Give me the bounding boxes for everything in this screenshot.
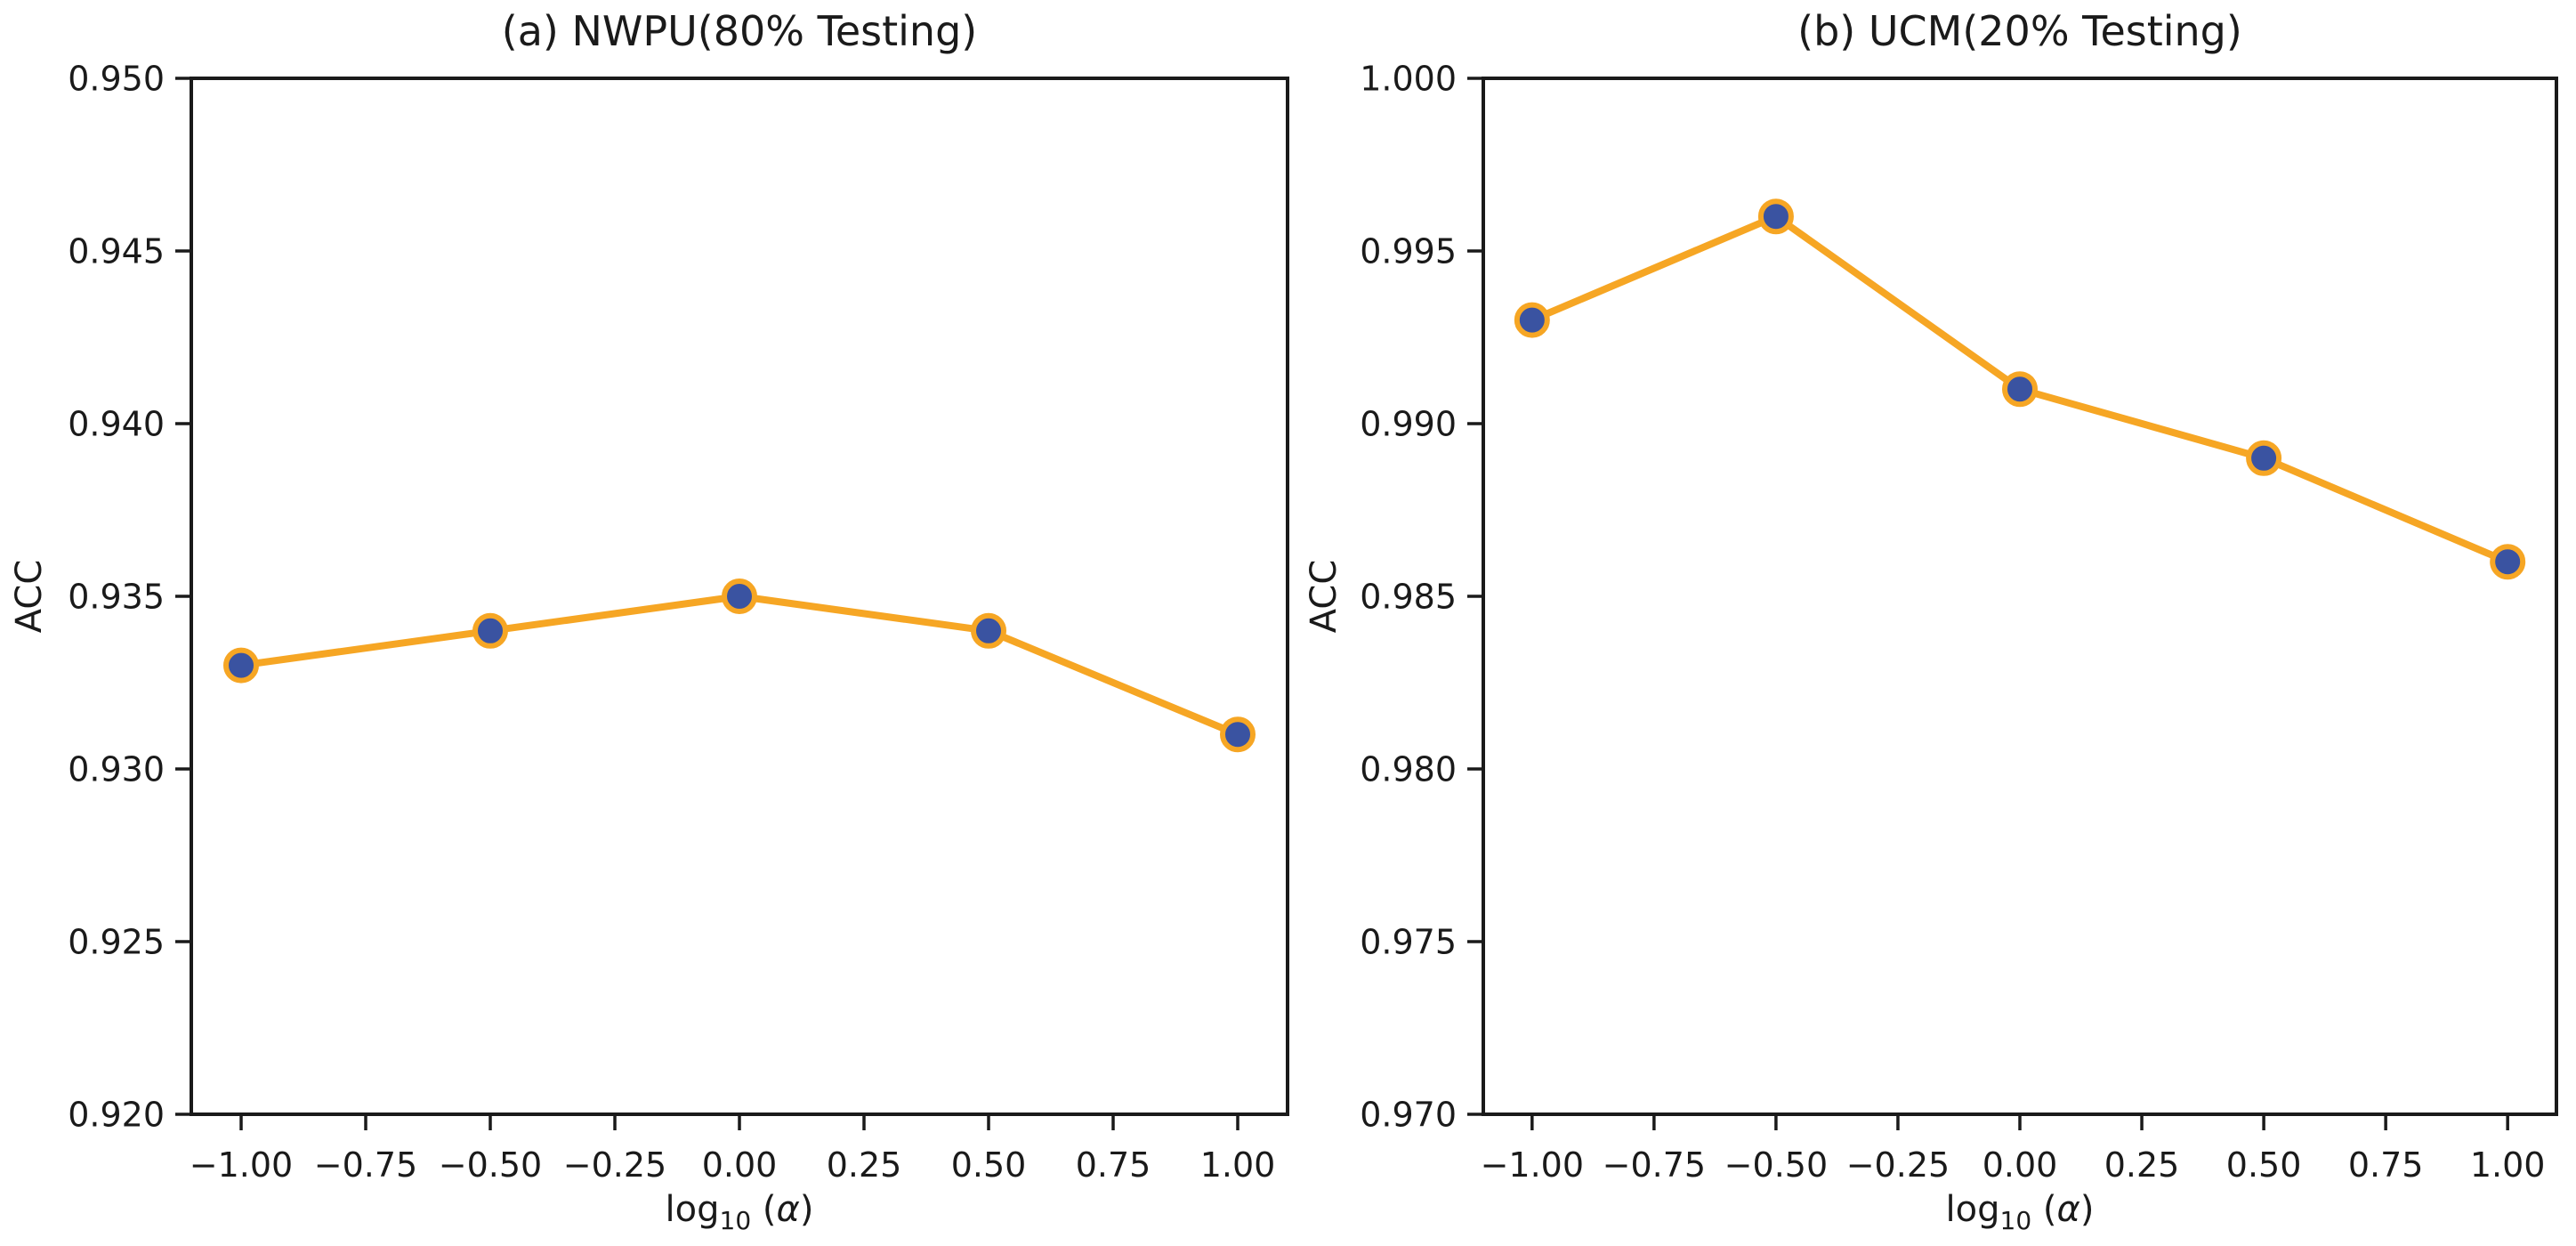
y-tick-label: 0.970 xyxy=(1360,1095,1457,1134)
data-point-marker xyxy=(722,578,757,614)
data-point-marker xyxy=(1757,198,1794,235)
xlabel-close-paren: ) xyxy=(2079,1189,2095,1230)
xlabel-subscript: 10 xyxy=(719,1206,752,1235)
x-tick-label: 0.25 xyxy=(827,1145,902,1185)
x-tick-label: 1.00 xyxy=(2470,1145,2546,1185)
y-tick-label: 0.950 xyxy=(68,59,165,98)
x-tick-label: −0.75 xyxy=(314,1145,417,1185)
xlabel-open-paren: ( xyxy=(2031,1189,2057,1230)
plot-border xyxy=(1482,77,2558,1116)
y-tick-label: 0.945 xyxy=(68,231,165,271)
xlabel-base: log xyxy=(1945,1189,2000,1230)
data-point-marker xyxy=(472,612,508,649)
chart-title-nwpu: (a) NWPU(80% Testing) xyxy=(501,7,978,55)
nwpu-plot-svg: −1.00 −0.75 −0.50 −0.25 0.00 0.25 0.50 0.75 1.00… xyxy=(68,59,1289,1185)
xlabel-alpha: α xyxy=(2056,1189,2080,1230)
y-tick-label: 0.985 xyxy=(1360,577,1457,616)
xlabel-subscript: 10 xyxy=(1999,1206,2032,1235)
x-tick-label: 0.00 xyxy=(702,1145,778,1185)
data-point-marker xyxy=(971,612,1006,649)
y-tick-label: 0.920 xyxy=(68,1095,165,1134)
x-tick-label: −1.00 xyxy=(190,1145,293,1185)
accuracy-line xyxy=(238,593,1241,739)
x-tick-label: −0.25 xyxy=(563,1145,666,1185)
y-tick-label: 0.935 xyxy=(68,577,165,616)
data-point-marker xyxy=(2002,371,2038,408)
data-point-marker xyxy=(1220,716,1256,753)
plot-border xyxy=(190,77,1289,1116)
x-tick-label: 0.25 xyxy=(2104,1145,2180,1185)
y-tick-label: 0.975 xyxy=(1360,922,1457,961)
y-tick-label: 0.995 xyxy=(1360,231,1457,271)
x-tick-label: −0.50 xyxy=(1724,1145,1828,1185)
y-tick-label: 1.000 xyxy=(1360,59,1457,98)
ucm-plot-svg: −1.00 −0.75 −0.50 −0.25 0.00 0.25 0.50 0.75 1.00… xyxy=(1360,59,2558,1185)
x-tick-label: 0.00 xyxy=(1982,1145,2058,1185)
x-tick-label: 1.00 xyxy=(1200,1145,1276,1185)
x-tick-label: −1.00 xyxy=(1481,1145,1584,1185)
x-tick-label: 0.50 xyxy=(951,1145,1027,1185)
chart-title-ucm: (b) UCM(20% Testing) xyxy=(1797,7,2242,55)
x-tick-label: 0.50 xyxy=(2226,1145,2302,1185)
x-tick-label: −0.25 xyxy=(1846,1145,1950,1185)
x-tick-label: −0.75 xyxy=(1603,1145,1706,1185)
xlabel-alpha: α xyxy=(776,1189,800,1230)
x-tick-label: −0.50 xyxy=(439,1145,542,1185)
y-tick-label: 0.990 xyxy=(1360,404,1457,443)
x-tick-label: 0.75 xyxy=(2348,1145,2424,1185)
xlabel-close-paren: ) xyxy=(799,1189,814,1230)
x-tick-label: 0.75 xyxy=(1076,1145,1151,1185)
x-axis-label-nwpu: log10 (α) xyxy=(191,1189,1288,1234)
xlabel-open-paren: ( xyxy=(751,1189,777,1230)
y-tick-label: 0.930 xyxy=(68,749,165,789)
data-point-marker xyxy=(2246,440,2282,476)
y-tick-label: 0.980 xyxy=(1360,749,1457,789)
y-tick-label: 0.925 xyxy=(68,922,165,961)
x-axis-label-ucm: log10 (α) xyxy=(1483,1189,2556,1234)
data-point-marker xyxy=(1514,302,1550,338)
xlabel-base: log xyxy=(665,1189,720,1230)
data-point-marker xyxy=(2490,544,2526,580)
y-tick-label: 0.940 xyxy=(68,404,165,443)
data-point-marker xyxy=(223,647,259,684)
